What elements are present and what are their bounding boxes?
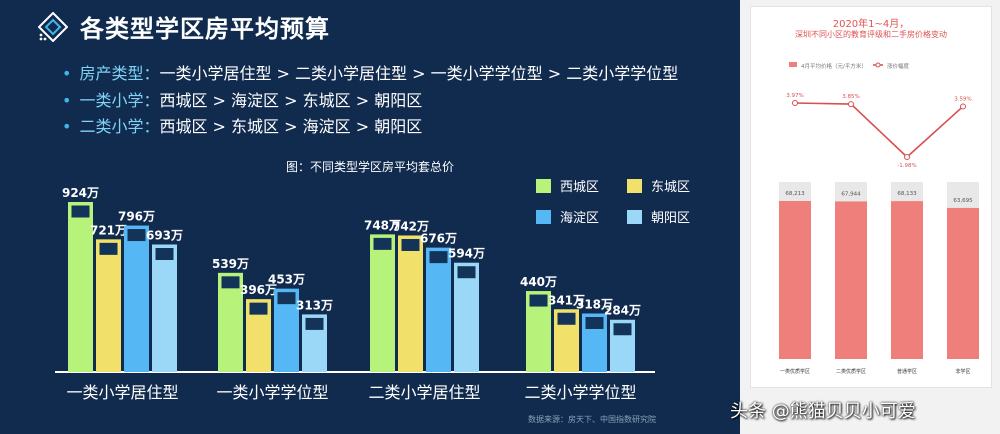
bar-cap xyxy=(372,236,393,251)
bar-cap xyxy=(584,315,605,330)
data-label: 63,695 xyxy=(953,198,973,204)
bullet-text: 一类小学居住型 > 二类小学居住型 > 一类小学学位型 > 二类小学学位型 xyxy=(159,64,679,83)
bar xyxy=(218,272,243,372)
tick-label: 普通学区 xyxy=(897,368,917,375)
page-title: 各类型学区房平均预算 xyxy=(80,15,330,43)
data-label: 453万 xyxy=(268,273,305,287)
legend-swatch xyxy=(536,179,551,193)
bar xyxy=(96,239,121,372)
data-label: 3.59% xyxy=(954,96,971,102)
data-label: 68,213 xyxy=(785,191,805,197)
bar xyxy=(398,235,423,372)
bar-cap xyxy=(98,241,119,256)
line-point xyxy=(904,154,910,160)
data-label: 924万 xyxy=(62,186,99,200)
bar xyxy=(68,202,93,372)
tick-label: 二类小学学位型 xyxy=(524,383,636,402)
slide-panel: 各类型学区房平均预算 • 房产类型：一类小学居住型 > 二类小学居住型 > 一类小… xyxy=(0,0,740,434)
line-point xyxy=(960,103,966,110)
tick-label: 一类小学学位型 xyxy=(216,383,328,402)
data-label: 284万 xyxy=(604,304,641,318)
bar-cap xyxy=(276,291,297,306)
data-label: 721万 xyxy=(90,223,127,237)
bullet-label: 二类小学： xyxy=(79,117,160,136)
source-note: 数据来源：房天下、中国指数研究院 xyxy=(528,415,656,424)
bar-cap xyxy=(612,322,633,337)
side-panel: 2020年1~4月， 深圳不同小区的教育评级和二手房价格变动 4月平均价格（元/… xyxy=(740,0,1000,434)
bar-cap xyxy=(528,293,549,308)
legend-swatch xyxy=(627,179,642,193)
legend-label: 4月平均价格（元/平方米） xyxy=(801,62,867,70)
bullet-text: 西城区 > 海淀区 > 东城区 > 朝阳区 xyxy=(159,91,423,110)
legend-label: 海淀区 xyxy=(560,211,599,226)
data-label: 748万 xyxy=(364,218,401,232)
side-chart-subtitle: 深圳不同小区的教育评级和二手房价格变动 xyxy=(795,30,947,39)
line-point xyxy=(792,100,798,106)
legend-swatch xyxy=(789,62,797,67)
data-label: -1.98% xyxy=(897,163,916,169)
watermark: 头条 @熊猫贝贝小可爱 xyxy=(730,401,916,422)
tick-label: 一类优质学区 xyxy=(780,368,810,375)
legend-label: 东城区 xyxy=(651,180,690,195)
legend-label: 涨价幅度 xyxy=(887,62,910,70)
side-bar-line-chart: 4月平均价格（元/平方米） 涨价幅度 68,213 一类优质学区 67,944 二类优质学… xyxy=(779,62,979,375)
data-label: 440万 xyxy=(520,275,557,289)
tick-label: 非学区 xyxy=(955,368,970,375)
data-label: 693万 xyxy=(146,229,183,243)
bar xyxy=(152,244,177,372)
data-label: 676万 xyxy=(420,232,457,246)
data-label: 396万 xyxy=(240,283,277,297)
data-label: 3.97% xyxy=(786,93,803,99)
bar-cap xyxy=(126,228,147,243)
bullet-label: 房产类型： xyxy=(79,64,160,83)
data-label: 318万 xyxy=(576,297,613,311)
legend-marker xyxy=(875,62,881,68)
data-label: 594万 xyxy=(448,247,485,261)
bullet-property-type: • 房产类型：一类小学居住型 > 二类小学居住型 > 一类小学学位型 > 二类小学… xyxy=(62,64,679,83)
bar xyxy=(891,201,923,359)
bar xyxy=(947,207,979,359)
bar xyxy=(426,247,451,372)
legend-label: 朝阳区 xyxy=(651,211,690,226)
legend-label: 西城区 xyxy=(560,180,599,195)
data-label: 742万 xyxy=(392,219,429,233)
series-line xyxy=(794,102,964,159)
data-label: 68,133 xyxy=(897,191,917,197)
bar-cap xyxy=(70,204,91,219)
data-label: 313万 xyxy=(296,298,333,312)
bar xyxy=(779,201,811,359)
data-label: 67,944 xyxy=(841,191,861,197)
bar-cap xyxy=(428,250,449,265)
bar-cap xyxy=(400,237,421,252)
side-chart-card: 2020年1~4月， 深圳不同小区的教育评级和二手房价格变动 4月平均价格（元/… xyxy=(750,6,992,388)
bar xyxy=(370,234,395,372)
bar xyxy=(454,262,479,372)
tick-label: 二类优质学区 xyxy=(836,368,866,375)
bar xyxy=(124,225,149,372)
legend-swatch xyxy=(536,210,551,224)
legend-swatch xyxy=(627,210,642,224)
bullet-tier1-school: • 一类小学：西城区 > 海淀区 > 东城区 > 朝阳区 xyxy=(62,91,423,110)
data-label: 3.85% xyxy=(842,94,859,100)
bar-cap xyxy=(220,275,241,290)
bar-cap xyxy=(304,316,325,331)
bar-cap xyxy=(556,311,577,326)
bar xyxy=(835,201,867,359)
title-diamond-icon xyxy=(38,12,68,42)
bar-cap xyxy=(248,301,269,316)
tick-label: 二类小学居住型 xyxy=(368,383,480,402)
tick-label: 一类小学居住型 xyxy=(66,383,178,402)
bullet-tier2-school: • 二类小学：西城区 > 东城区 > 海淀区 > 朝阳区 xyxy=(62,117,423,136)
bullet-text: 西城区 > 东城区 > 海淀区 > 朝阳区 xyxy=(159,117,423,136)
bar-cap xyxy=(154,247,175,261)
line-point xyxy=(848,101,854,108)
chart-title: 图：不同类型学区房平均套总价 xyxy=(285,160,454,174)
bar-cap xyxy=(456,265,477,280)
side-chart-title: 2020年1~4月， xyxy=(832,19,910,30)
data-label: 539万 xyxy=(212,257,249,271)
bullet-label: 一类小学： xyxy=(79,91,160,110)
data-label: 341万 xyxy=(548,293,585,307)
data-label: 796万 xyxy=(118,210,155,224)
